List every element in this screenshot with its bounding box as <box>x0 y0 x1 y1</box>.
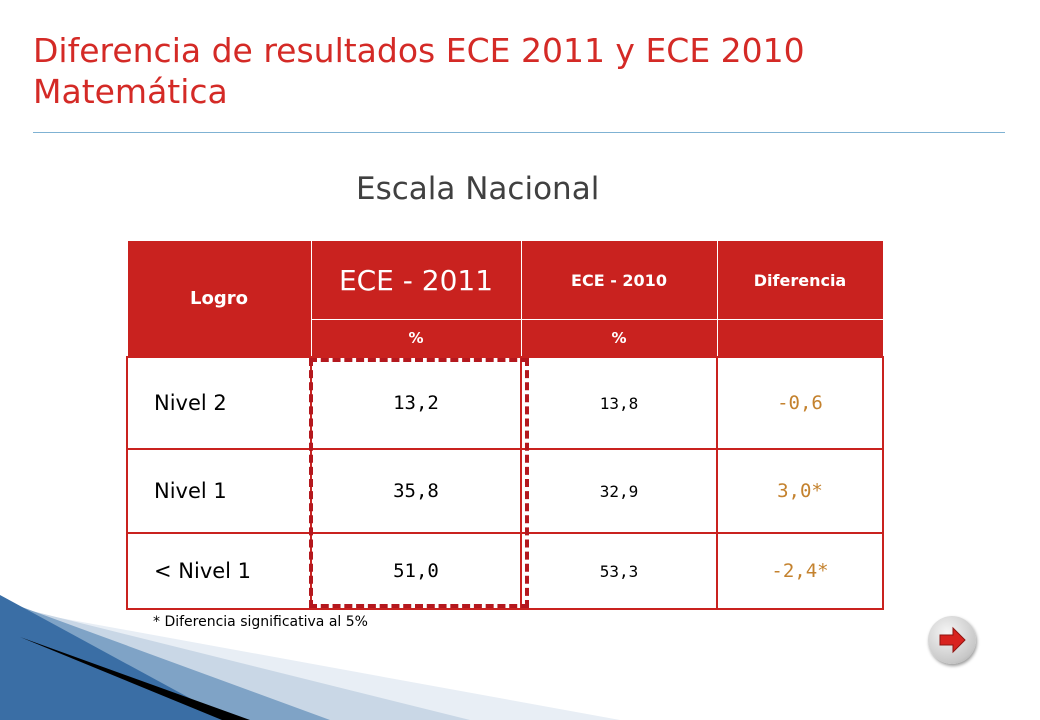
footnote: * Diferencia significativa al 5% <box>153 614 368 630</box>
slide-title-line-1: Diferencia de resultados ECE 2011 y ECE … <box>33 31 805 70</box>
decorative-swoosh <box>0 595 620 720</box>
table-row: Nivel 1 35,8 32,9 3,0* <box>126 448 884 534</box>
value-ece-2010: 13,8 <box>520 356 718 450</box>
value-ece-2010: 32,9 <box>520 448 718 534</box>
level-label: Nivel 2 <box>126 356 312 450</box>
table-row: Nivel 2 13,2 13,8 -0,6 <box>126 356 884 450</box>
table-row: < Nivel 1 51,0 53,3 -2,4* <box>126 532 884 610</box>
results-table: Logro ECE - 2011 ECE - 2010 Diferencia %… <box>126 240 884 610</box>
slide-title: Diferencia de resultados ECE 2011 y ECE … <box>33 30 805 112</box>
value-ece-2010: 53,3 <box>520 532 718 610</box>
level-label: < Nivel 1 <box>126 532 312 610</box>
header-unit-blank <box>716 319 884 358</box>
value-ece-2011: 13,2 <box>310 356 522 450</box>
value-diferencia: -0,6 <box>716 356 884 450</box>
header-unit-2010: % <box>520 319 718 358</box>
value-diferencia: 3,0* <box>716 448 884 534</box>
arrow-right-icon <box>939 626 966 654</box>
header-diferencia: Diferencia <box>716 240 884 320</box>
value-ece-2011: 35,8 <box>310 448 522 534</box>
slide-title-line-2: Matemática <box>33 72 228 111</box>
header-ece-2010: ECE - 2010 <box>520 240 718 320</box>
table-subtitle: Escala Nacional <box>356 171 600 207</box>
header-unit-2011: % <box>310 319 522 358</box>
header-ece-2011: ECE - 2011 <box>310 240 522 320</box>
value-ece-2011: 51,0 <box>310 532 522 610</box>
value-diferencia: -2,4* <box>716 532 884 610</box>
next-slide-button[interactable] <box>928 616 976 664</box>
header-logro: Logro <box>126 240 312 358</box>
title-divider <box>33 132 1005 133</box>
level-label: Nivel 1 <box>126 448 312 534</box>
